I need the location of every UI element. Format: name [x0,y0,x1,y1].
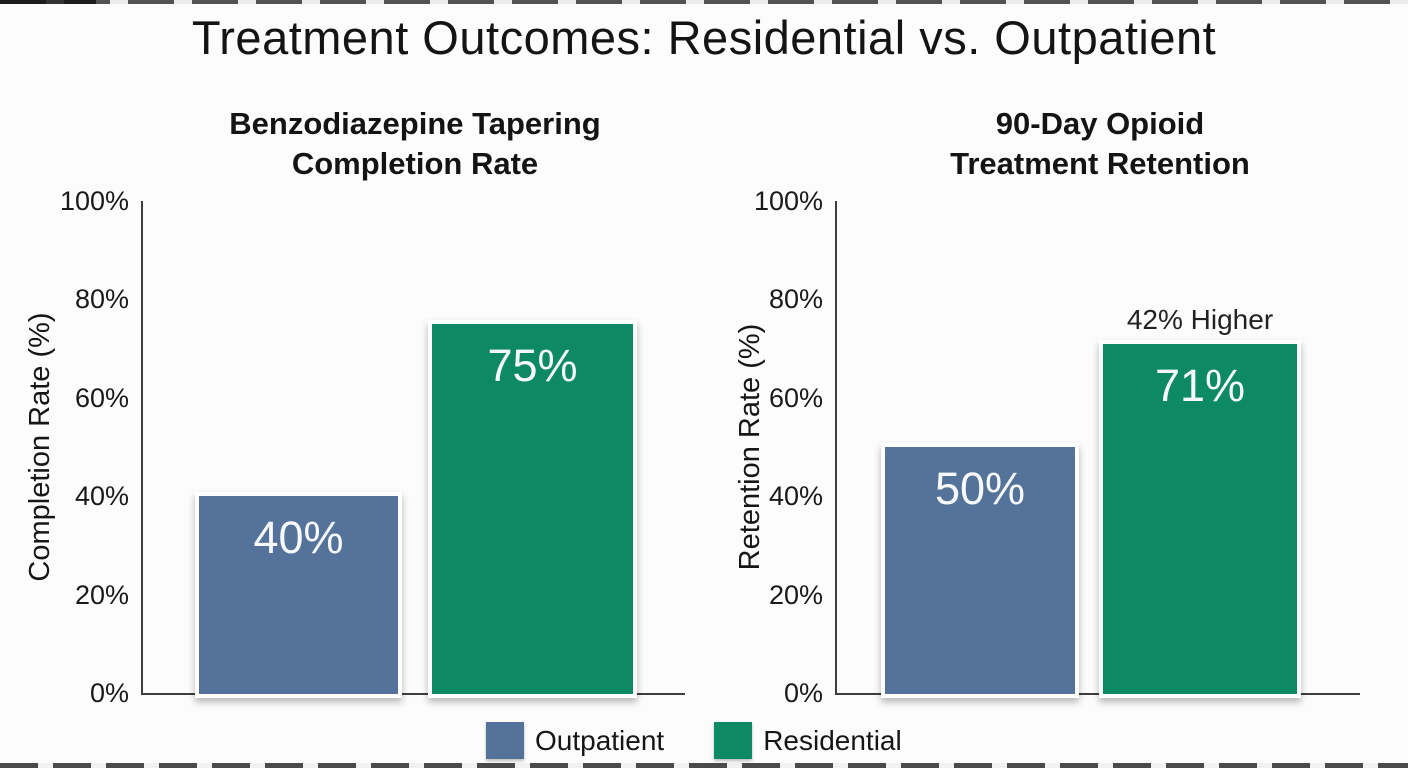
y-axis-line [141,201,143,695]
bar-outpatient: 50% [881,443,1079,698]
page-title: Treatment Outcomes: Residential vs. Outp… [191,11,1217,64]
bar-value-label: 75% [487,340,578,391]
chart-title: Benzodiazepine Tapering Completion Rate [229,106,601,181]
legend-label-outpatient: Outpatient [535,724,665,756]
bar-value-label: 50% [934,463,1026,514]
legend-swatch-residential [714,722,753,759]
y-tick-label: 40% [74,481,129,512]
bottom-edge-artifact [0,763,1408,768]
x-axis-line [143,693,685,695]
y-tick-label: 100% [753,186,823,216]
chart-title: 90-Day Opioid Treatment Retention [950,106,1250,181]
bar-residential: 71% [1099,339,1301,698]
legend-item-residential: Residential [714,722,902,759]
y-tick-label: 60% [74,382,129,413]
y-tick-label: 20% [768,579,823,610]
bar-outpatient: 40% [195,492,402,698]
y-tick-label: 80% [74,284,129,315]
y-tick-label: 100% [59,186,129,216]
bar-annotation: 42% Higher [1126,304,1274,335]
legend-swatch-outpatient [486,722,524,759]
legend-label-residential: Residential [763,724,902,756]
x-axis-line [837,693,1360,695]
legend: Outpatient Residential [486,722,902,759]
y-tick-label: 0% [783,678,823,708]
legend-item-outpatient: Outpatient [486,722,664,759]
y-tick-label: 80% [768,284,823,315]
y-tick-label: 20% [74,579,129,610]
bar-residential: 75% [428,320,637,698]
y-tick-label: 0% [89,678,129,708]
y-tick-label: 60% [768,382,823,413]
y-axis-line [835,201,837,695]
bar-value-label: 40% [253,512,344,564]
y-tick-label: 40% [768,481,823,512]
top-edge-artifact-solid [0,0,96,4]
top-edge-artifact [0,0,1408,4]
bar-value-label: 71% [1154,359,1246,411]
